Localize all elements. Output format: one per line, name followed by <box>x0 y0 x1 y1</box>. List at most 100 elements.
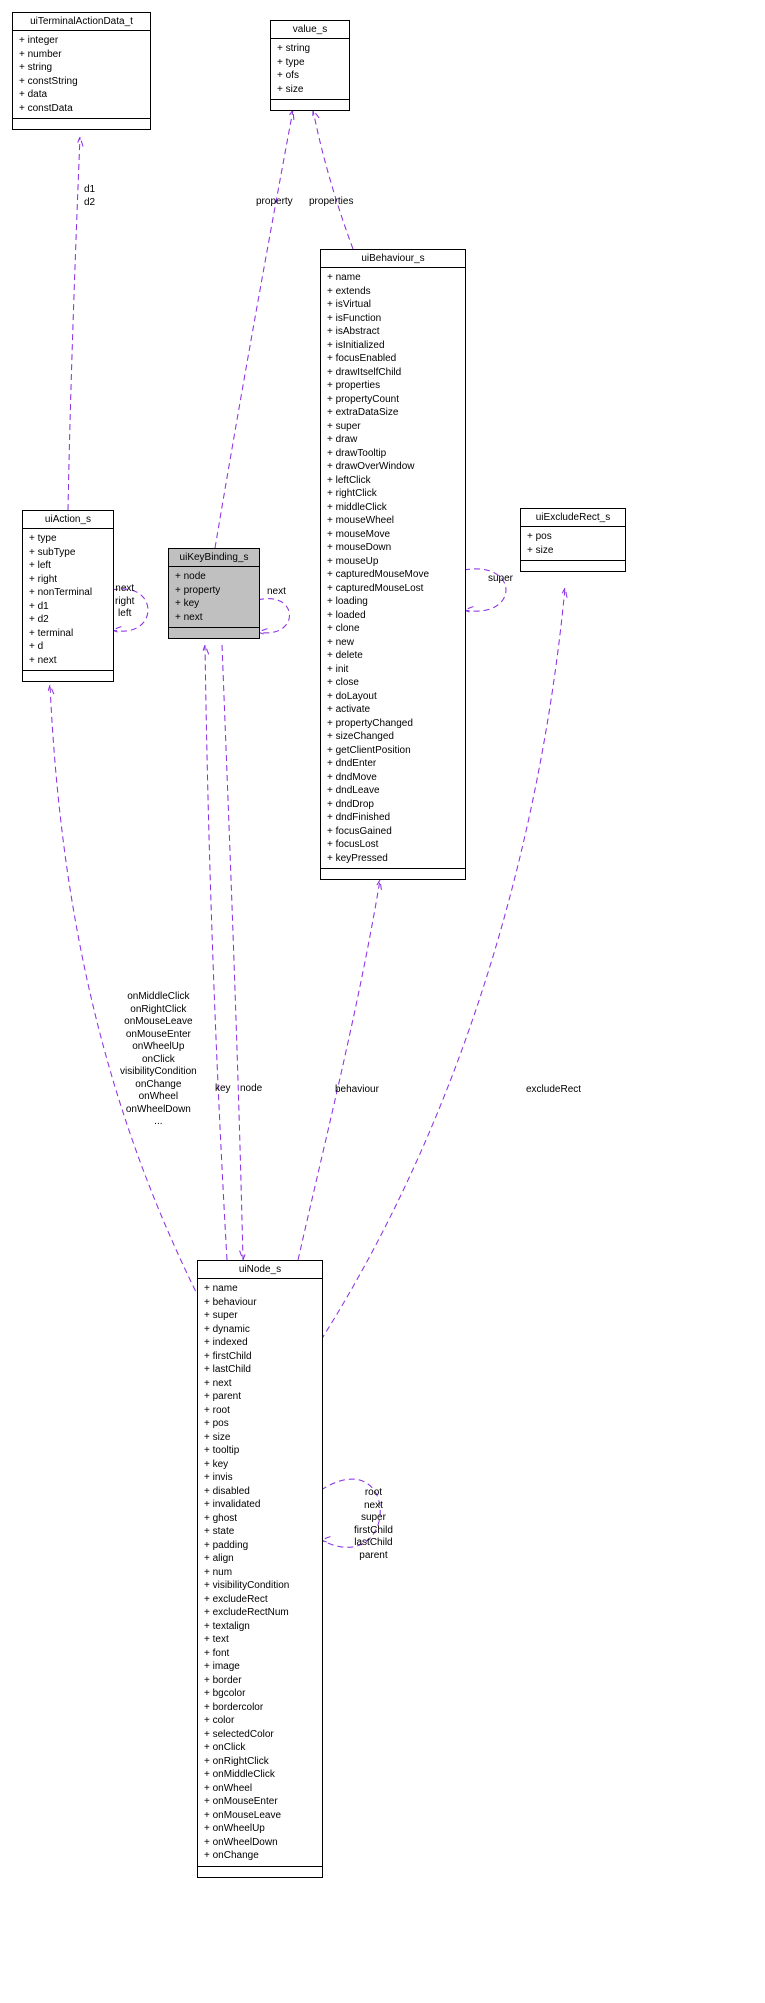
attr-line: + color <box>204 1714 316 1728</box>
attr-line: + mouseMove <box>327 528 459 542</box>
attr-line: + parent <box>204 1390 316 1404</box>
attr-line: + pos <box>204 1417 316 1431</box>
class-ops <box>23 671 113 681</box>
attr-line: + onMouseEnter <box>204 1795 316 1809</box>
class-title: uiTerminalActionData_t <box>13 13 150 31</box>
class-attrs: + integer+ number+ string+ constString+ … <box>13 31 150 119</box>
edge-label-super_behaviour: super <box>488 573 513 586</box>
attr-line: + selectedColor <box>204 1728 316 1742</box>
edge-label-root_etc: rootnextsuperfirstChildlastChildparent <box>354 1487 393 1562</box>
class-ops <box>321 869 465 879</box>
edge-label-d1d2: d1d2 <box>84 184 95 209</box>
attr-line: + drawTooltip <box>327 447 459 461</box>
class-uiNode_s: uiNode_s + name+ behaviour+ super+ dynam… <box>197 1260 323 1878</box>
attr-line: + root <box>204 1404 316 1418</box>
class-ops <box>169 628 259 638</box>
attr-line: + activate <box>327 703 459 717</box>
attr-line: + dndDrop <box>327 798 459 812</box>
attr-line: + type <box>277 56 343 70</box>
class-title: uiBehaviour_s <box>321 250 465 268</box>
attr-line: + text <box>204 1633 316 1647</box>
class-title: uiExcludeRect_s <box>521 509 625 527</box>
attr-line: + keyPressed <box>327 852 459 866</box>
attr-line: + propertyCount <box>327 393 459 407</box>
attr-line: + propertyChanged <box>327 717 459 731</box>
attr-line: + invalidated <box>204 1498 316 1512</box>
attr-line: + behaviour <box>204 1296 316 1310</box>
attr-line: + onMiddleClick <box>204 1768 316 1782</box>
edge-e_behav_props <box>313 110 353 249</box>
attr-line: + getClientPosition <box>327 744 459 758</box>
class-ops <box>13 119 150 129</box>
attr-line: + lastChild <box>204 1363 316 1377</box>
attr-line: + nonTerminal <box>29 586 107 600</box>
attr-line: + size <box>527 544 619 558</box>
attr-line: + capturedMouseLost <box>327 582 459 596</box>
attr-line: + properties <box>327 379 459 393</box>
attr-line: + sizeChanged <box>327 730 459 744</box>
attr-line: + tooltip <box>204 1444 316 1458</box>
attr-line: + number <box>19 48 144 62</box>
edge-e_node_behav <box>298 880 380 1260</box>
attr-line: + onClick <box>204 1741 316 1755</box>
attr-line: + image <box>204 1660 316 1674</box>
attr-line: + font <box>204 1647 316 1661</box>
class-attrs: + pos+ size <box>521 527 625 561</box>
attr-line: + onWheelDown <box>204 1836 316 1850</box>
attr-line: + rightClick <box>327 487 459 501</box>
attr-line: + constString <box>19 75 144 89</box>
attr-line: + key <box>204 1458 316 1472</box>
attr-line: + indexed <box>204 1336 316 1350</box>
attr-line: + onChange <box>204 1849 316 1863</box>
class-title: uiNode_s <box>198 1261 322 1279</box>
attr-line: + pos <box>527 530 619 544</box>
attr-line: + isAbstract <box>327 325 459 339</box>
attr-line: + property <box>175 584 253 598</box>
attr-line: + key <box>175 597 253 611</box>
attr-line: + onRightClick <box>204 1755 316 1769</box>
edge-label-next_right_left: nextrightleft <box>115 583 134 621</box>
attr-line: + onMouseLeave <box>204 1809 316 1823</box>
attr-line: + type <box>29 532 107 546</box>
attr-line: + subType <box>29 546 107 560</box>
attr-line: + onWheel <box>204 1782 316 1796</box>
edge-e_node_key <box>205 645 227 1260</box>
attr-line: + border <box>204 1674 316 1688</box>
attr-line: + isFunction <box>327 312 459 326</box>
attr-line: + drawOverWindow <box>327 460 459 474</box>
attr-line: + num <box>204 1566 316 1580</box>
edge-label-key: key <box>215 1083 231 1096</box>
attr-line: + delete <box>327 649 459 663</box>
attr-line: + ghost <box>204 1512 316 1526</box>
attr-line: + right <box>29 573 107 587</box>
attr-line: + new <box>327 636 459 650</box>
attr-line: + focusLost <box>327 838 459 852</box>
class-attrs: + string+ type+ ofs+ size <box>271 39 349 100</box>
attr-line: + dndMove <box>327 771 459 785</box>
class-uiBehaviour_s: uiBehaviour_s + name+ extends+ isVirtual… <box>320 249 466 880</box>
attr-line: + isVirtual <box>327 298 459 312</box>
attr-line: + onWheelUp <box>204 1822 316 1836</box>
attr-line: + mouseUp <box>327 555 459 569</box>
attr-line: + name <box>204 1282 316 1296</box>
attr-line: + isInitialized <box>327 339 459 353</box>
edge-e_d1d2 <box>68 137 80 510</box>
attr-line: + dndLeave <box>327 784 459 798</box>
edge-label-excludeRect: excludeRect <box>526 1084 581 1097</box>
edge-e_keybind_node <box>222 645 243 1260</box>
attr-line: + loaded <box>327 609 459 623</box>
edge-label-onEvents: onMiddleClickonRightClickonMouseLeaveonM… <box>120 991 197 1129</box>
attr-line: + disabled <box>204 1485 316 1499</box>
attr-line: + extends <box>327 285 459 299</box>
class-attrs: + name+ behaviour+ super+ dynamic+ index… <box>198 1279 322 1867</box>
attr-line: + dndFinished <box>327 811 459 825</box>
class-ops <box>271 100 349 110</box>
attr-line: + integer <box>19 34 144 48</box>
attr-line: + d <box>29 640 107 654</box>
attr-line: + name <box>327 271 459 285</box>
edge-label-node: node <box>240 1083 262 1096</box>
class-title: uiAction_s <box>23 511 113 529</box>
edge-label-behaviour: behaviour <box>335 1084 379 1097</box>
class-uiAction_s: uiAction_s + type+ subType+ left+ right+… <box>22 510 114 682</box>
attr-line: + node <box>175 570 253 584</box>
